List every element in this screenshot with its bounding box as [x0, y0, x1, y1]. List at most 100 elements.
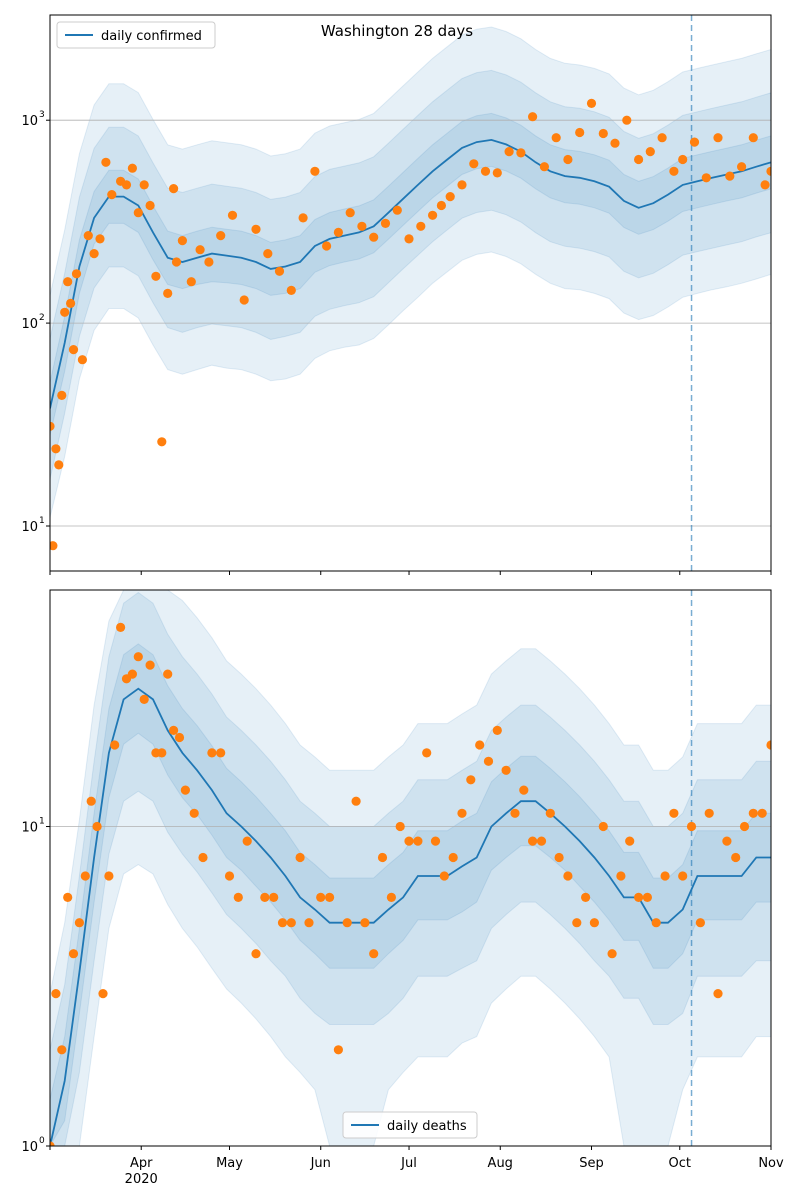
- observed-point: [678, 871, 688, 881]
- observed-point: [428, 210, 438, 220]
- observed-point: [310, 166, 320, 176]
- observed-point: [360, 918, 370, 928]
- observed-point: [322, 241, 332, 251]
- observed-point: [457, 808, 467, 818]
- observed-point: [286, 918, 296, 928]
- observed-point: [395, 821, 405, 832]
- observed-point: [277, 918, 288, 928]
- observed-point: [195, 245, 205, 255]
- x-tick-year-label: 2020: [125, 1172, 158, 1187]
- observed-point: [63, 277, 73, 287]
- legend-label: daily confirmed: [101, 29, 202, 44]
- observed-point: [216, 231, 226, 241]
- observed-point: [251, 949, 261, 959]
- observed-point: [457, 180, 467, 190]
- observed-point: [404, 836, 414, 846]
- observed-point: [748, 808, 758, 818]
- observed-point: [642, 892, 653, 903]
- observed-point: [169, 725, 179, 736]
- observed-point: [104, 871, 114, 881]
- observed-point: [713, 133, 723, 143]
- observed-point: [342, 918, 352, 928]
- observed-point: [110, 740, 120, 750]
- observed-point: [242, 836, 252, 846]
- x-tick-label: Nov: [758, 1156, 784, 1171]
- y-tick-exponent: 2: [39, 313, 45, 323]
- observed-point: [86, 796, 96, 806]
- observed-point: [669, 166, 679, 176]
- observed-point: [251, 224, 261, 234]
- observed-point: [60, 307, 70, 317]
- observed-point: [133, 208, 143, 218]
- legend: daily confirmed: [56, 21, 216, 49]
- observed-point: [163, 288, 173, 298]
- plot-area: [50, 15, 771, 571]
- observed-point: [68, 345, 79, 355]
- observed-point: [445, 192, 455, 202]
- observed-point: [51, 989, 61, 999]
- y-tick-exponent: 1: [39, 817, 45, 827]
- observed-point: [528, 112, 538, 122]
- observed-point: [519, 785, 529, 795]
- observed-point: [475, 740, 485, 750]
- observed-point: [139, 180, 149, 190]
- observed-point: [351, 796, 361, 806]
- legend-label: daily deaths: [387, 1119, 467, 1134]
- x-tick-label: Oct: [669, 1156, 691, 1171]
- observed-point: [466, 775, 476, 785]
- observed-point: [269, 892, 279, 903]
- observed-point: [50, 421, 55, 431]
- observed-point: [304, 918, 314, 928]
- observed-point: [66, 298, 76, 308]
- observed-point: [57, 390, 67, 400]
- uncertainty-band: [50, 26, 771, 518]
- observed-point: [539, 162, 550, 172]
- observed-point: [80, 871, 90, 881]
- observed-point: [469, 159, 479, 169]
- observed-point: [480, 166, 491, 176]
- observed-point: [295, 852, 305, 863]
- x-tick-label: Sep: [579, 1156, 604, 1171]
- observed-point: [766, 740, 771, 750]
- observed-point: [725, 171, 735, 181]
- observed-point: [50, 1141, 55, 1146]
- observed-point: [157, 748, 167, 758]
- y-tick-label: 10: [21, 520, 38, 535]
- observed-point: [121, 180, 132, 190]
- observed-point: [333, 1045, 343, 1055]
- observed-point: [50, 541, 58, 551]
- observed-point: [174, 732, 185, 743]
- observed-point: [333, 227, 343, 237]
- observed-point: [634, 154, 644, 165]
- observed-point: [207, 748, 217, 758]
- observed-point: [645, 147, 655, 157]
- y-tick-exponent: 1: [39, 516, 45, 526]
- observed-point: [169, 184, 179, 194]
- observed-point: [151, 271, 161, 281]
- observed-point: [678, 154, 688, 165]
- observed-point: [760, 180, 770, 190]
- observed-point: [260, 892, 270, 903]
- observed-point: [95, 234, 105, 244]
- observed-point: [89, 249, 99, 259]
- observed-point: [145, 200, 155, 211]
- observed-point: [369, 232, 379, 242]
- observed-point: [598, 821, 608, 832]
- observed-point: [483, 756, 494, 766]
- observed-point: [345, 208, 355, 218]
- observed-point: [413, 836, 423, 846]
- observed-point: [98, 989, 108, 999]
- observed-point: [133, 652, 143, 662]
- observed-point: [748, 133, 758, 143]
- uncertainty-band: [50, 591, 771, 1146]
- y-tick-label: 10: [21, 114, 38, 129]
- observed-point: [298, 213, 308, 223]
- plot-frame: [49, 589, 772, 1147]
- observed-point: [686, 821, 697, 832]
- x-tick-label: Aug: [488, 1156, 513, 1171]
- x-tick-label: Apr: [130, 1156, 153, 1171]
- observed-point: [369, 949, 379, 959]
